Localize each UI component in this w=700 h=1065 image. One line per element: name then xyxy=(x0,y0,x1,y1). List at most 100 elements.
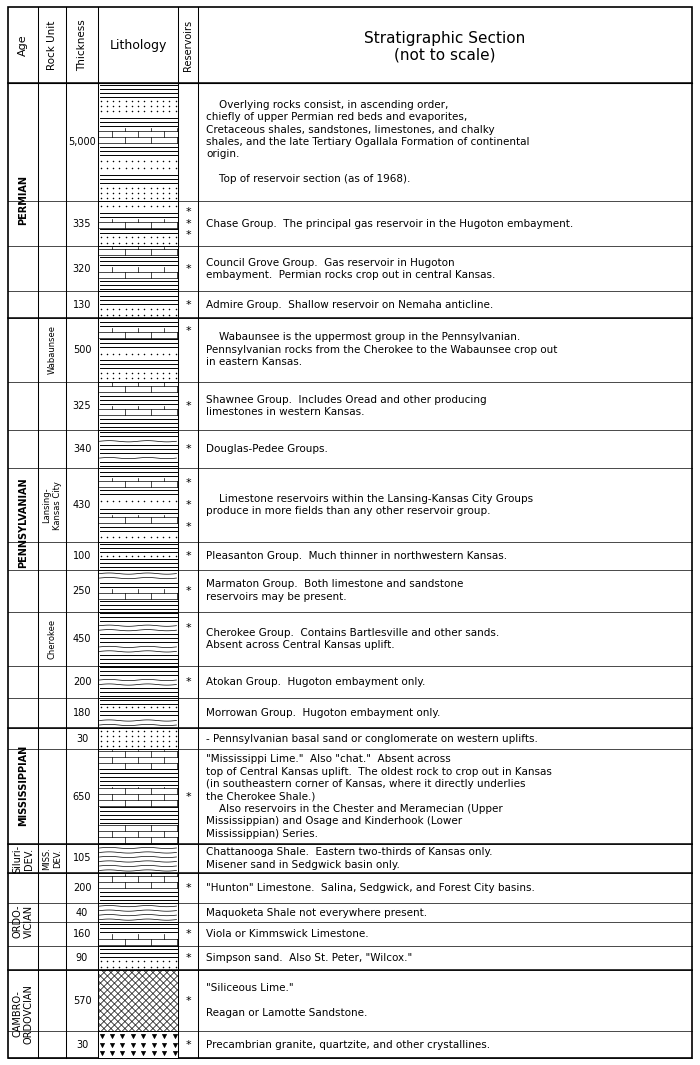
Text: "Siliceous Lime."

Reagan or Lamotte Sandstone.: "Siliceous Lime." Reagan or Lamotte Sand… xyxy=(206,983,368,1018)
Bar xyxy=(98,570,178,611)
Bar xyxy=(99,923,178,946)
Text: Limestone reservoirs within the Lansing-Kansas City Groups
produce in more field: Limestone reservoirs within the Lansing-… xyxy=(206,494,533,517)
Text: 430: 430 xyxy=(73,501,91,510)
Text: 500: 500 xyxy=(73,345,91,355)
Text: 90: 90 xyxy=(76,953,88,963)
Text: *: * xyxy=(186,996,191,1005)
Text: *: * xyxy=(186,444,191,454)
Text: 200: 200 xyxy=(73,677,91,687)
Text: *: * xyxy=(186,501,191,510)
Text: MISS.
DEV.: MISS. DEV. xyxy=(42,847,62,870)
Bar xyxy=(98,946,178,969)
Bar xyxy=(98,201,178,246)
Bar xyxy=(98,542,178,570)
Bar xyxy=(98,246,178,292)
Bar xyxy=(99,83,178,200)
Text: 5,000: 5,000 xyxy=(68,137,96,147)
Text: 325: 325 xyxy=(73,400,91,411)
Text: 180: 180 xyxy=(73,708,91,718)
Text: Precambrian granite, quartzite, and other crystallines.: Precambrian granite, quartzite, and othe… xyxy=(206,1039,490,1050)
Text: *: * xyxy=(186,791,191,802)
Bar xyxy=(98,750,178,843)
Text: Pleasanton Group.  Much thinner in northwestern Kansas.: Pleasanton Group. Much thinner in northw… xyxy=(206,551,507,561)
Text: MISSISSIPPIAN: MISSISSIPPIAN xyxy=(18,746,28,826)
Bar xyxy=(98,873,178,903)
Text: Cherokee: Cherokee xyxy=(48,619,57,659)
Text: Siluri-
DEV.: Siluri- DEV. xyxy=(12,845,34,872)
Bar xyxy=(99,903,178,922)
Text: 130: 130 xyxy=(73,299,91,310)
Text: Cherokee Group.  Contains Bartlesville and other sands.
Absent across Central Ka: Cherokee Group. Contains Bartlesville an… xyxy=(206,627,499,650)
Text: *: * xyxy=(186,299,191,310)
Text: Douglas-Pedee Groups.: Douglas-Pedee Groups. xyxy=(206,444,328,454)
Bar xyxy=(98,318,178,381)
Text: *: * xyxy=(186,264,191,274)
Text: Chase Group.  The principal gas reservoir in the Hugoton embayment.: Chase Group. The principal gas reservoir… xyxy=(206,218,573,229)
Text: *: * xyxy=(186,929,191,939)
Text: (not to scale): (not to scale) xyxy=(394,48,496,63)
Bar xyxy=(99,292,178,317)
Text: 40: 40 xyxy=(76,907,88,918)
Text: - Pennsylvanian basal sand or conglomerate on western uplifts.: - Pennsylvanian basal sand or conglomera… xyxy=(206,734,538,743)
Text: Age: Age xyxy=(18,34,28,55)
Text: Lansing-
Kansas City: Lansing- Kansas City xyxy=(42,480,62,529)
Text: *: * xyxy=(186,400,191,411)
Text: PERMIAN: PERMIAN xyxy=(18,176,28,226)
Bar xyxy=(99,1032,178,1058)
Text: CAMBRO-
ORDOVCIAN: CAMBRO- ORDOVCIAN xyxy=(12,984,34,1044)
Bar xyxy=(99,728,178,749)
Bar xyxy=(98,969,178,1032)
Text: Council Grove Group.  Gas reservoir in Hugoton
embayment.  Permian rocks crop ou: Council Grove Group. Gas reservoir in Hu… xyxy=(206,258,496,280)
Text: Wabaunsee: Wabaunsee xyxy=(48,325,57,374)
Text: *: * xyxy=(186,326,191,335)
Bar xyxy=(99,469,178,541)
Text: Shawnee Group.  Includes Oread and other producing
limestones in western Kansas.: Shawnee Group. Includes Oread and other … xyxy=(206,395,486,417)
Bar xyxy=(99,970,178,1031)
Text: Lithology: Lithology xyxy=(109,38,167,51)
Text: 335: 335 xyxy=(73,218,91,229)
Bar xyxy=(99,750,178,843)
Text: *: * xyxy=(186,586,191,595)
Text: Atokan Group.  Hugoton embayment only.: Atokan Group. Hugoton embayment only. xyxy=(206,677,426,687)
Text: Thickness: Thickness xyxy=(77,19,87,71)
Text: 160: 160 xyxy=(73,929,91,939)
Bar xyxy=(99,947,178,969)
Bar xyxy=(99,542,178,569)
Bar xyxy=(99,699,178,727)
Bar xyxy=(98,727,178,750)
Bar xyxy=(98,611,178,666)
Text: 30: 30 xyxy=(76,1039,88,1050)
Text: *: * xyxy=(186,1039,191,1050)
Text: Simpson sand.  Also St. Peter, "Wilcox.": Simpson sand. Also St. Peter, "Wilcox." xyxy=(206,953,412,963)
Text: Marmaton Group.  Both limestone and sandstone
reservoirs may be present.: Marmaton Group. Both limestone and sands… xyxy=(206,579,463,602)
Text: "Hunton" Limestone.  Salina, Sedgwick, and Forest City basins.: "Hunton" Limestone. Salina, Sedgwick, an… xyxy=(206,883,535,892)
Text: Stratigraphic Section: Stratigraphic Section xyxy=(365,32,526,47)
Bar xyxy=(98,843,178,873)
Text: 30: 30 xyxy=(76,734,88,743)
Text: Morrowan Group.  Hugoton embayment only.: Morrowan Group. Hugoton embayment only. xyxy=(206,708,440,718)
Text: Admire Group.  Shallow reservoir on Nemaha anticline.: Admire Group. Shallow reservoir on Nemah… xyxy=(206,299,494,310)
Text: Reservoirs: Reservoirs xyxy=(183,19,193,70)
Text: *: * xyxy=(186,551,191,561)
Bar xyxy=(99,845,178,872)
Text: Rock Unit: Rock Unit xyxy=(47,20,57,69)
Bar xyxy=(99,430,178,468)
Text: Maquoketa Shale not everywhere present.: Maquoketa Shale not everywhere present. xyxy=(206,907,427,918)
Text: *: * xyxy=(186,478,191,488)
Text: *: * xyxy=(186,208,191,217)
Bar xyxy=(98,381,178,430)
Text: 570: 570 xyxy=(73,996,91,1005)
Text: ORDO-
VICIAN: ORDO- VICIAN xyxy=(12,904,34,938)
Text: 650: 650 xyxy=(73,791,91,802)
Bar xyxy=(99,247,178,291)
Text: 200: 200 xyxy=(73,883,91,892)
Text: "Mississippi Lime."  Also "chat."  Absent across
top of Central Kansas uplift.  : "Mississippi Lime." Also "chat." Absent … xyxy=(206,754,552,839)
Bar xyxy=(98,1032,178,1058)
Bar xyxy=(99,318,178,381)
Text: Wabaunsee is the uppermost group in the Pennsylvanian.
Pennsylvanian rocks from : Wabaunsee is the uppermost group in the … xyxy=(206,332,557,367)
Text: *: * xyxy=(186,230,191,240)
Text: *: * xyxy=(186,677,191,687)
Bar xyxy=(98,469,178,542)
Bar xyxy=(99,570,178,611)
Text: *: * xyxy=(186,218,191,229)
